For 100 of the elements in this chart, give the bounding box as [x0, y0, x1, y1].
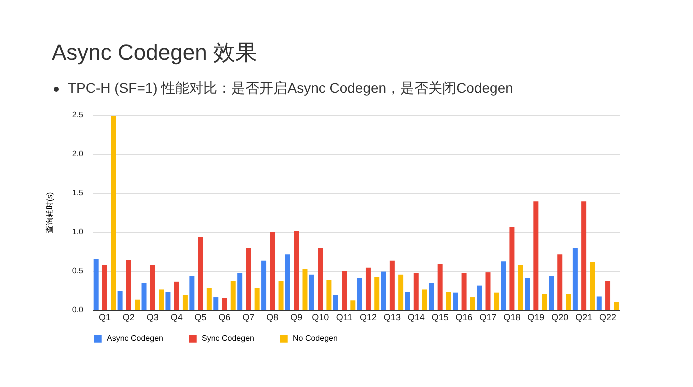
bar [548, 276, 554, 310]
bar [534, 202, 539, 310]
bar [558, 254, 563, 310]
x-tick-label: Q13 [384, 312, 401, 322]
x-tick-label: Q16 [456, 312, 473, 322]
bar [614, 302, 620, 310]
bar [405, 292, 410, 310]
bar [453, 292, 458, 310]
bar [174, 282, 180, 310]
bar [501, 262, 506, 310]
x-tick-label: Q6 [218, 312, 231, 322]
bar [238, 273, 243, 310]
x-tick-label: Q21 [576, 312, 593, 322]
y-tick-label: 1.5 [72, 188, 84, 198]
bar [182, 295, 188, 310]
bar [270, 232, 276, 310]
bar [294, 231, 300, 310]
bar [357, 278, 362, 310]
bar [309, 274, 314, 310]
bar [582, 202, 587, 310]
bar [350, 300, 356, 310]
bar [470, 298, 476, 310]
bar [438, 264, 443, 310]
bar [285, 254, 290, 310]
x-tick-label: Q11 [336, 312, 353, 322]
bar [166, 292, 171, 310]
bar [542, 294, 548, 310]
x-tick-label: Q20 [552, 312, 569, 322]
y-tick-label: 0.0 [72, 306, 84, 314]
bar [246, 248, 252, 310]
bar [596, 296, 602, 310]
bar [590, 262, 596, 310]
bar [390, 260, 395, 310]
bar [126, 260, 132, 310]
bar [262, 260, 267, 310]
x-tick-label: Q9 [290, 312, 303, 322]
bar [214, 298, 219, 310]
bar [254, 288, 260, 310]
bar [381, 272, 386, 310]
y-tick-label: 1.0 [72, 228, 84, 236]
x-tick-label: Q2 [122, 312, 135, 322]
bar [302, 269, 308, 310]
bar [111, 116, 116, 310]
bar [510, 227, 515, 310]
bar [142, 283, 147, 310]
y-tick-label: 0.5 [72, 266, 84, 276]
x-tick-label: Q12 [360, 312, 377, 322]
bar [198, 237, 204, 310]
bar [222, 298, 228, 310]
bar [486, 272, 491, 310]
x-tick-label: Q3 [146, 312, 159, 322]
x-tick-label: Q14 [408, 312, 425, 322]
bar [102, 266, 108, 310]
x-tick-label: Q7 [242, 312, 255, 322]
x-tick-label: Q17 [480, 312, 497, 322]
bar [518, 266, 524, 310]
y-tick-label: 2.5 [72, 110, 84, 120]
y-tick-label: 2.0 [72, 150, 84, 158]
bar [374, 277, 380, 310]
bar [326, 280, 332, 310]
bar [398, 274, 404, 310]
legend-label: Sync Codegen [202, 334, 254, 343]
bar [135, 300, 140, 310]
bar [525, 278, 530, 310]
x-tick-label: Q8 [266, 312, 279, 322]
x-tick-label: Q5 [194, 312, 207, 322]
bar [278, 281, 284, 310]
bar [572, 248, 578, 310]
bar [422, 290, 428, 310]
chart-title: Async Codegen 效果 [52, 39, 258, 67]
bar [94, 259, 99, 310]
x-tick-label: Q19 [528, 312, 545, 322]
bar [494, 292, 500, 310]
bar [159, 290, 164, 310]
bar [342, 271, 348, 310]
y-axis-title: 查询耗时(s) [45, 192, 54, 234]
legend-label: Async Codegen [107, 334, 164, 343]
bar [318, 248, 324, 310]
x-tick-label: Q10 [312, 312, 330, 322]
bar [190, 276, 195, 310]
bar [230, 281, 236, 310]
x-tick-label: Q4 [170, 312, 183, 322]
bar [206, 288, 212, 310]
bar [566, 294, 572, 310]
bar [333, 295, 338, 310]
chart-subtitle: TPC-H (SF=1) 性能对比：是否开启Async Codegen，是否关闭Codegen [68, 80, 514, 96]
bar [118, 291, 123, 310]
bar [414, 273, 419, 310]
bar [150, 266, 156, 310]
bar [429, 283, 434, 310]
bar [477, 286, 482, 310]
x-tick-label: Q18 [504, 312, 521, 322]
bar [366, 268, 371, 310]
bar [606, 281, 611, 310]
x-tick-label: Q15 [432, 312, 449, 322]
x-tick-label: Q1 [98, 312, 111, 322]
bar [462, 273, 467, 310]
legend-label: No Codegen [293, 334, 338, 343]
bar [446, 292, 452, 310]
x-tick-label: Q22 [600, 312, 617, 322]
